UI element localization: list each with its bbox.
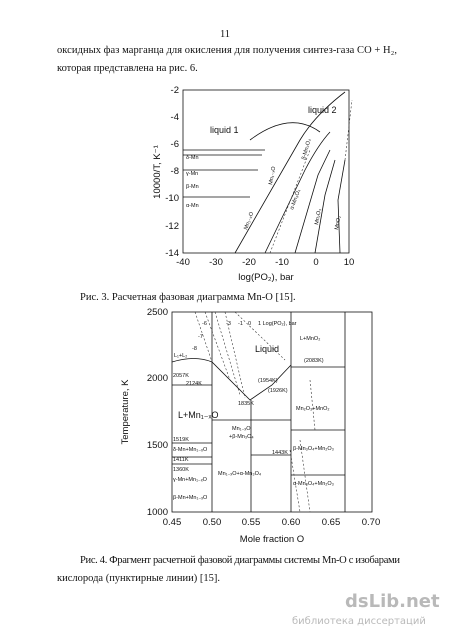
x-tick-label: 0.60	[282, 517, 301, 528]
region-label: β-Mn+Mn₁₋ₓO	[173, 495, 208, 501]
region-label: γ-Mn+Mn₁₋ₓO	[173, 477, 208, 483]
region-label: 1443K	[272, 450, 288, 456]
region-label: 2057K	[173, 373, 189, 379]
x-tick-label: 0.65	[322, 517, 341, 528]
x-axis-label: Mole fraction O	[240, 534, 304, 545]
figure-2: L₁+L₂ 2057K 2124K Liquid L+MnO₂ (2083K) …	[120, 307, 380, 545]
region-label: MnO₂	[334, 215, 342, 230]
region-label: liquid 2	[308, 105, 337, 115]
y-tick-label: -6	[171, 139, 179, 150]
x-axis-label: log(PO₂), bar	[238, 272, 293, 283]
region-label: 1835K	[238, 401, 254, 407]
y-tick-label: -2	[171, 85, 179, 96]
region-label: β-Mn	[186, 184, 199, 190]
y-tick-label: 1000	[147, 507, 168, 518]
region-label: L₁+L₂	[174, 353, 187, 359]
phase-lines	[171, 312, 346, 512]
x-tick-label: -10	[275, 257, 289, 268]
x-tick-label: 0.50	[203, 517, 222, 528]
x-tick-label: 0	[313, 257, 318, 268]
isobar-label: 1 Log(PO₂), bar	[258, 321, 297, 327]
y-tick-label: -14	[165, 248, 179, 259]
region-label: Mn₂O₃+MnO₂	[296, 406, 330, 412]
region-label: α-Mn₃O₄+Mn₂O₃	[293, 481, 334, 487]
region-label: +β-Mn₃O₄	[229, 434, 254, 440]
x-tick-label: -20	[242, 257, 256, 268]
region-label: 1360K	[173, 467, 189, 473]
region-label: 1519K	[173, 437, 189, 443]
region-label: (1926K)	[268, 388, 288, 394]
region-label: Liquid	[255, 344, 279, 354]
watermark-subtitle: библиотека диссертаций	[292, 616, 426, 627]
region-label: Mn₂O₃	[314, 208, 323, 225]
paragraph-line: оксидных фаз марганца для окисления для …	[57, 45, 397, 56]
region-label: δ-Mn+Mn₁₋ₓO	[173, 447, 208, 453]
region-label: L+Mn₁₋ₓO	[178, 410, 219, 420]
region-label: β-Mn₃O₄+Mn₂O₃	[293, 446, 334, 452]
caption: Рис. 3. Расчетная фазовая диаграмма Mn-O…	[80, 292, 296, 303]
x-tick-label: 0.70	[362, 517, 381, 528]
y-tick-label: -12	[165, 221, 179, 232]
x-tick-label: -30	[209, 257, 223, 268]
region-label: α-Mn	[186, 203, 199, 209]
plot-frame	[182, 89, 350, 254]
isobar-label: -6	[202, 321, 207, 327]
region-label: (2083K)	[304, 358, 324, 364]
region-label: Mn₁₋ₓO	[232, 426, 251, 432]
region-label: β-Mn₃O₄	[301, 138, 313, 161]
isobar-label: -1	[238, 321, 243, 327]
region-label: Mn₁₋ₓO+α-Mn₃O₄	[218, 471, 262, 477]
y-tick-label: -8	[171, 166, 179, 177]
y-tick-label: 1500	[147, 440, 168, 451]
page-number: 11	[220, 29, 230, 40]
isobar-label: -8	[192, 346, 197, 352]
y-tick-label: 2000	[147, 373, 168, 384]
region-label: Mn₁₋ₓO	[268, 165, 277, 185]
y-axis-label: 10000/T, K⁻¹	[152, 145, 163, 199]
x-tick-label: 0.45	[163, 517, 182, 528]
region-label: 1411K	[173, 457, 189, 463]
caption: кислорода (пунктирные линии) [15].	[57, 573, 220, 584]
dashed-lines	[269, 99, 353, 254]
region-label: δ-Mn	[186, 155, 199, 161]
isobar-lines	[194, 311, 316, 513]
y-tick-label: -10	[165, 193, 179, 204]
y-tick-label: -4	[171, 112, 179, 123]
x-tick-label: 10	[344, 257, 355, 268]
watermark-title: dsLib.net	[345, 591, 440, 612]
isobar-label: -3	[226, 321, 231, 327]
x-tick-label: 0.55	[242, 517, 261, 528]
region-label: γ-Mn	[186, 171, 198, 177]
region-label: liquid 1	[210, 125, 239, 135]
paragraph-line: которая представлена на рис. 6.	[57, 63, 198, 74]
phase-lines	[183, 91, 346, 254]
isobar-label: 0	[248, 321, 251, 327]
y-tick-label: 2500	[147, 307, 168, 318]
region-label: (1954K)	[258, 378, 278, 384]
region-label: L+MnO₂	[300, 336, 320, 342]
region-label: 2124K	[186, 381, 202, 387]
x-tick-label: -40	[176, 257, 190, 268]
caption: Рис. 4. Фрагмент расчетной фазовой диагр…	[80, 555, 400, 566]
isobar-label: -7	[198, 334, 203, 340]
plot-frame	[171, 311, 373, 513]
y-axis-label: Temperature, K	[120, 379, 131, 445]
figure-1: liquid 1 liquid 2 δ-Mn γ-Mn β-Mn α-Mn Mn…	[152, 85, 354, 283]
